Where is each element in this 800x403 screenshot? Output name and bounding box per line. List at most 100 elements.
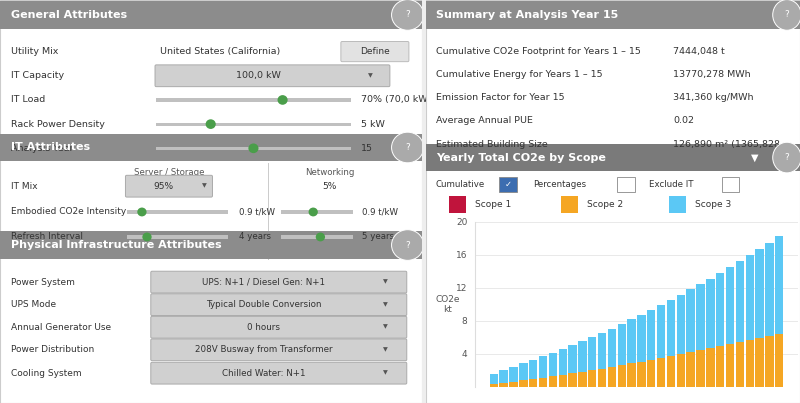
Bar (549, 376, 557, 387)
Text: ?: ? (406, 143, 410, 152)
Text: ▼: ▼ (383, 325, 388, 330)
FancyBboxPatch shape (150, 316, 406, 338)
Text: ▼: ▼ (383, 302, 388, 307)
Bar (686, 289, 695, 352)
Bar (426, 144, 800, 171)
Text: ▼: ▼ (202, 184, 207, 189)
Bar (529, 360, 538, 379)
Bar (726, 344, 734, 387)
Bar (268, 163, 270, 260)
Bar (766, 243, 774, 336)
Bar (578, 372, 586, 387)
Text: Rack Power Density: Rack Power Density (10, 120, 105, 129)
Bar (156, 123, 350, 126)
Bar (716, 273, 724, 347)
Text: 7444,048 t: 7444,048 t (673, 47, 725, 56)
Bar (722, 177, 739, 192)
Bar (657, 358, 666, 387)
Text: Cumulative: Cumulative (436, 180, 485, 189)
Bar (716, 347, 724, 387)
Text: Cumulative Energy for Years 1 – 15: Cumulative Energy for Years 1 – 15 (436, 70, 602, 79)
Bar (677, 354, 685, 387)
Bar (667, 356, 675, 387)
Text: Scope 3: Scope 3 (695, 200, 732, 209)
Text: 0 hours: 0 hours (247, 323, 280, 332)
Bar (558, 375, 567, 387)
Text: Define: Define (360, 47, 390, 56)
Circle shape (773, 0, 800, 30)
Bar (561, 196, 578, 214)
Text: ✓: ✓ (505, 180, 512, 189)
Bar (490, 374, 498, 384)
Text: 0.9 t/kW: 0.9 t/kW (238, 208, 274, 216)
Text: Exclude IT: Exclude IT (649, 180, 693, 189)
Bar (696, 350, 705, 387)
Circle shape (391, 132, 424, 163)
Text: ?: ? (406, 241, 410, 249)
Circle shape (316, 233, 325, 241)
Bar (696, 284, 705, 350)
Bar (618, 324, 626, 365)
Bar (568, 345, 577, 374)
Bar (677, 295, 685, 354)
Text: UPS: N+1 / Diesel Gen: N+1: UPS: N+1 / Diesel Gen: N+1 (202, 278, 325, 287)
Bar (598, 333, 606, 369)
Bar (667, 300, 675, 356)
Circle shape (391, 0, 424, 30)
Bar (126, 210, 228, 214)
Bar (519, 380, 527, 387)
FancyBboxPatch shape (150, 362, 406, 384)
Bar (558, 349, 567, 375)
Bar (281, 235, 353, 239)
Bar (638, 315, 646, 361)
Circle shape (138, 208, 146, 216)
Text: Chilled Water: N+1: Chilled Water: N+1 (222, 369, 306, 378)
Bar (449, 196, 466, 214)
Bar (529, 379, 538, 387)
Text: Power Distribution: Power Distribution (10, 345, 94, 354)
Bar (638, 361, 646, 387)
Text: Emission Factor for Year 15: Emission Factor for Year 15 (436, 93, 564, 102)
Text: Server / Storage: Server / Storage (134, 168, 204, 177)
Bar (510, 367, 518, 382)
Circle shape (391, 230, 424, 260)
Text: 208V Busway from Transformer: 208V Busway from Transformer (194, 345, 332, 354)
Text: Scope 2: Scope 2 (587, 200, 623, 209)
Circle shape (142, 233, 152, 241)
Text: Percentages: Percentages (533, 180, 586, 189)
FancyBboxPatch shape (150, 271, 406, 293)
Text: 5 kW: 5 kW (361, 120, 385, 129)
Text: IT Capacity: IT Capacity (10, 71, 64, 80)
Text: ▼: ▼ (368, 73, 372, 78)
Text: Physical Infrastructure Attributes: Physical Infrastructure Attributes (10, 240, 221, 250)
Bar (568, 374, 577, 387)
FancyBboxPatch shape (126, 175, 213, 197)
Bar (126, 235, 228, 239)
Text: 4 years: 4 years (238, 233, 270, 241)
Text: ?: ? (785, 10, 790, 19)
Bar (490, 384, 498, 387)
Text: Embodied CO2e Intensity: Embodied CO2e Intensity (10, 208, 126, 216)
Bar (647, 310, 655, 360)
FancyBboxPatch shape (155, 65, 390, 87)
Bar (156, 98, 350, 102)
Bar (608, 328, 616, 367)
Circle shape (309, 208, 318, 216)
Bar (0, 231, 422, 259)
Text: ?: ? (406, 10, 410, 19)
Text: 70% (70,0 kW): 70% (70,0 kW) (361, 96, 431, 104)
Text: Typical Double Conversion: Typical Double Conversion (206, 300, 322, 309)
FancyBboxPatch shape (150, 339, 406, 361)
Text: 100,0 kW: 100,0 kW (236, 71, 281, 80)
Bar (618, 365, 626, 387)
Text: ?: ? (785, 153, 790, 162)
Bar (426, 1, 800, 29)
Bar (510, 382, 518, 387)
Text: 341,360 kg/MWh: 341,360 kg/MWh (673, 93, 754, 102)
Bar (608, 367, 616, 387)
Bar (539, 357, 547, 378)
Bar (588, 370, 597, 387)
Bar (0, 134, 422, 161)
Circle shape (773, 142, 800, 173)
Bar (499, 177, 517, 192)
